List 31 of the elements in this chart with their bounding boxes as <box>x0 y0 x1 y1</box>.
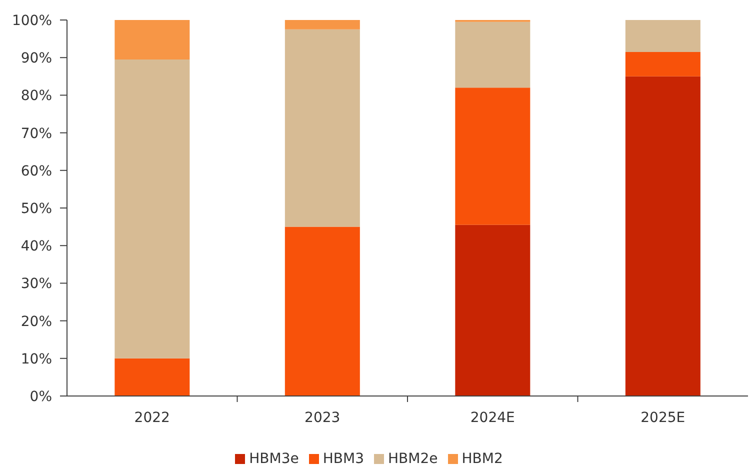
y-tick-label: 30% <box>20 276 52 292</box>
bar <box>284 20 360 30</box>
bar <box>114 358 190 396</box>
bar <box>284 226 360 396</box>
legend-label: HBM2 <box>462 451 503 467</box>
bar <box>455 22 530 88</box>
bar <box>284 29 360 227</box>
legend-label: HBM3e <box>249 451 299 467</box>
y-tick-label: 40% <box>20 238 52 255</box>
y-tick-label: 100% <box>12 12 52 29</box>
bar <box>114 20 190 60</box>
x-tick-label: 2023 <box>304 410 340 426</box>
bar <box>114 59 190 358</box>
bar <box>625 76 700 396</box>
bar <box>625 52 700 76</box>
y-tick-label: 70% <box>20 126 52 142</box>
bar <box>455 88 530 225</box>
bar <box>625 20 700 52</box>
legend-label: HBM2e <box>388 451 438 467</box>
x-tick-label: 2025E <box>640 410 686 426</box>
x-tick-label: 2022 <box>134 410 170 426</box>
bar <box>455 224 530 396</box>
legend-label: HBM3 <box>322 451 364 467</box>
y-tick-label: 90% <box>20 50 52 67</box>
y-tick-label: 20% <box>20 314 52 330</box>
y-tick-label: 80% <box>20 88 52 104</box>
x-tick-label: 2024E <box>470 410 515 426</box>
y-tick-label: 60% <box>20 163 52 180</box>
y-tick-label: 0% <box>30 388 52 405</box>
y-tick-label: 10% <box>20 351 52 368</box>
y-tick-label: 50% <box>20 200 52 217</box>
